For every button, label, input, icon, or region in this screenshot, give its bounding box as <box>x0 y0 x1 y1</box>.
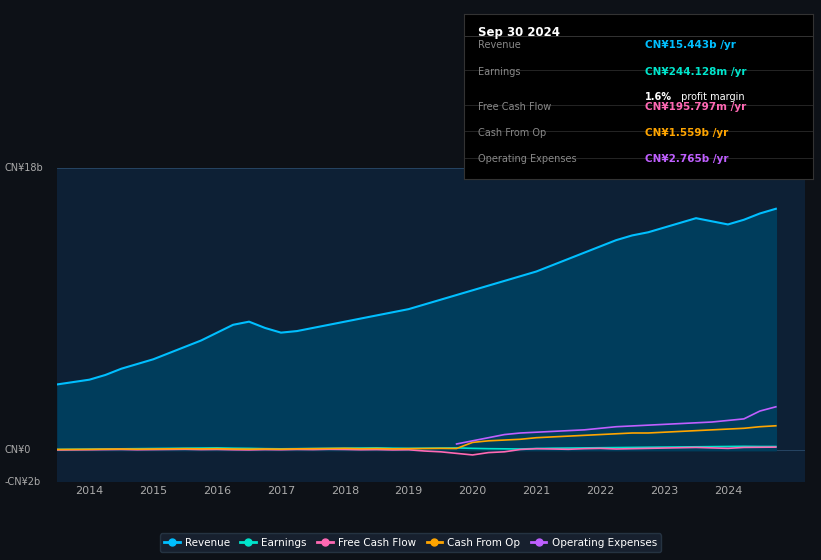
Text: CN¥2.765b /yr: CN¥2.765b /yr <box>645 155 729 165</box>
Legend: Revenue, Earnings, Free Cash Flow, Cash From Op, Operating Expenses: Revenue, Earnings, Free Cash Flow, Cash … <box>160 534 661 552</box>
Text: Earnings: Earnings <box>478 67 521 77</box>
Text: CN¥0: CN¥0 <box>4 445 30 455</box>
Text: CN¥18b: CN¥18b <box>4 163 43 173</box>
Text: Free Cash Flow: Free Cash Flow <box>478 101 551 111</box>
Text: profit margin: profit margin <box>678 92 745 102</box>
Text: 1.6%: 1.6% <box>645 92 672 102</box>
Text: CN¥195.797m /yr: CN¥195.797m /yr <box>645 101 746 111</box>
Text: CN¥15.443b /yr: CN¥15.443b /yr <box>645 40 736 50</box>
Text: CN¥1.559b /yr: CN¥1.559b /yr <box>645 128 728 138</box>
Text: Revenue: Revenue <box>478 40 521 50</box>
Text: Operating Expenses: Operating Expenses <box>478 155 576 165</box>
Text: CN¥244.128m /yr: CN¥244.128m /yr <box>645 67 747 77</box>
Text: Sep 30 2024: Sep 30 2024 <box>478 26 560 39</box>
Text: Cash From Op: Cash From Op <box>478 128 546 138</box>
Text: -CN¥2b: -CN¥2b <box>4 477 40 487</box>
